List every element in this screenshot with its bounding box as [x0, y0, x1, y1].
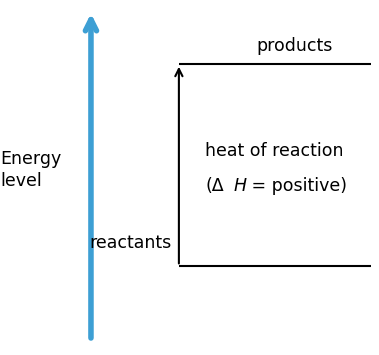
- Text: products: products: [256, 37, 332, 55]
- Text: = positive): = positive): [246, 178, 347, 195]
- Text: Energy
level: Energy level: [0, 150, 61, 191]
- Text: reactants: reactants: [89, 234, 171, 252]
- Text: (Δ: (Δ: [205, 178, 224, 195]
- Text: H: H: [234, 178, 247, 195]
- Text: heat of reaction: heat of reaction: [205, 142, 344, 160]
